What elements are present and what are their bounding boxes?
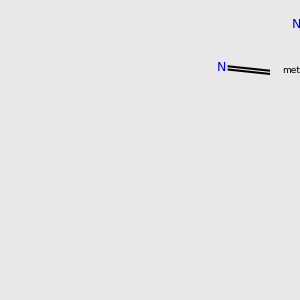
Text: N: N xyxy=(217,61,226,74)
Text: methyl: methyl xyxy=(282,66,300,75)
Text: N: N xyxy=(291,18,300,31)
